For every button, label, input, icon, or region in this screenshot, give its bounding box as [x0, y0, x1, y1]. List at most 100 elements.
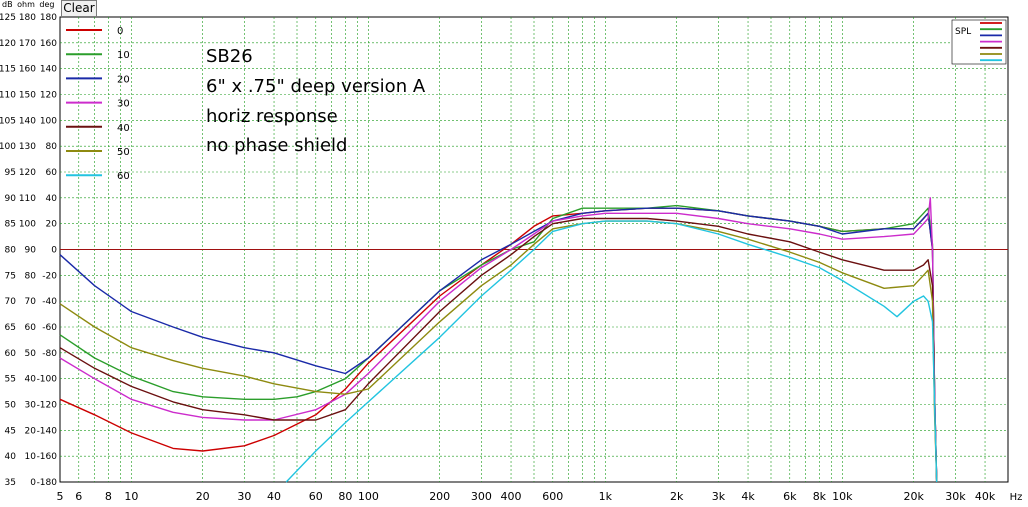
y-tick-label-deg: 140	[40, 65, 57, 75]
y-tick-label-db: 50	[5, 401, 17, 411]
y-tick-label-db: 70	[5, 297, 17, 307]
y-tick-label-db: 55	[5, 375, 16, 385]
x-tick-label: 3k	[712, 490, 726, 503]
y-tick-label-ohm: 20	[25, 426, 37, 436]
y-tick-label-ohm: 40	[25, 375, 37, 385]
y-tick-label-db: 125	[0, 13, 16, 23]
series-line-10	[59, 204, 938, 483]
x-tick-label: 6k	[783, 490, 797, 503]
y-tick-label-deg: -140	[37, 426, 58, 436]
x-tick-label: 40k	[975, 490, 996, 503]
x-tick-label: 200	[429, 490, 450, 503]
x-tick-label: 20k	[904, 490, 925, 503]
series-curves	[59, 197, 938, 483]
x-tick-label: 100	[358, 490, 379, 503]
annotation-title: SB26	[206, 46, 253, 67]
y-tick-label-db: 110	[0, 91, 16, 101]
x-tick-label: 2k	[670, 490, 684, 503]
y-tick-label-ohm: 60	[25, 323, 37, 333]
legend-label-50: 50	[117, 147, 130, 158]
legend-label-30: 30	[117, 99, 130, 110]
y-tick-label-deg: 20	[46, 220, 58, 230]
y-tick-label-ohm: 160	[19, 65, 36, 75]
units-header: dB ohm deg	[2, 0, 55, 9]
x-tick-label: 20	[196, 490, 210, 503]
y-tick-label-deg: 100	[40, 116, 57, 126]
y-tick-label-db: 115	[0, 65, 16, 75]
series-line-40	[59, 217, 938, 483]
legend-label-20: 20	[117, 74, 130, 85]
y-tick-label-ohm: 30	[25, 401, 37, 411]
y-tick-label-deg: -60	[42, 323, 57, 333]
x-tick-label: 10	[124, 490, 138, 503]
y-tick-label-deg: -20	[42, 271, 57, 281]
y-tick-label-db: 40	[5, 452, 17, 462]
y-tick-label-ohm: 130	[19, 142, 36, 152]
x-tick-label: 5	[57, 490, 64, 503]
y-tick-label-db: 80	[5, 246, 17, 256]
annotation-version: 6" x .75" deep version A	[206, 76, 426, 97]
y-tick-label-ohm: 170	[19, 39, 36, 49]
x-tick-label: 60	[309, 490, 323, 503]
y-tick-label-db: 45	[5, 426, 16, 436]
x-tick-label: 80	[338, 490, 352, 503]
y-tick-label-db: 100	[0, 142, 16, 152]
y-tick-label-db: 35	[5, 478, 16, 488]
x-tick-label: 300	[471, 490, 492, 503]
y-tick-label-deg: 60	[46, 168, 58, 178]
legend-label-60: 60	[117, 171, 130, 182]
y-tick-label-deg: 40	[46, 194, 58, 204]
y-tick-label-deg: -80	[42, 349, 57, 359]
y-tick-label-db: 90	[5, 194, 17, 204]
y-tick-label-db: 95	[5, 168, 16, 178]
x-tick-label: 30	[237, 490, 251, 503]
y-tick-label-deg: -180	[37, 478, 58, 488]
x-tick-label: 4k	[741, 490, 755, 503]
x-axis-labels: 5 6 8 10 20 30 40 60 80 100 200 300 400 600 1k 2k 3k 4k 6k…	[57, 490, 996, 503]
clear-button[interactable]: Clear	[61, 0, 97, 17]
y-tick-label-ohm: 150	[19, 91, 36, 101]
y-tick-label-ohm: 180	[19, 13, 36, 23]
y-tick-label-deg: 160	[40, 39, 57, 49]
x-tick-label: 8k	[813, 490, 827, 503]
y-tick-label-deg: 180	[40, 13, 57, 23]
y-tick-label-deg: -120	[37, 401, 58, 411]
spl-legend-label: SPL	[955, 27, 971, 37]
y-tick-label-ohm: 50	[25, 349, 37, 359]
y-tick-label-ohm: 70	[25, 297, 37, 307]
series-line-30	[59, 197, 938, 483]
y-tick-label-db: 105	[0, 116, 16, 126]
x-tick-label: 1k	[599, 490, 613, 503]
x-tick-label: 6	[75, 490, 82, 503]
y-tick-label-ohm: 140	[19, 116, 36, 126]
y-tick-label-db: 65	[5, 323, 16, 333]
y-tick-label-db: 120	[0, 39, 16, 49]
y-tick-label-db: 60	[5, 349, 17, 359]
y-tick-label-deg: -100	[37, 375, 58, 385]
annotation-shield: no phase shield	[206, 135, 348, 156]
annotation-response: horiz response	[206, 106, 338, 127]
y-tick-label-ohm: 10	[25, 452, 37, 462]
legend-label-10: 10	[117, 50, 130, 61]
y-tick-label-deg: 0	[51, 246, 57, 256]
series-legend: 0 10 20 30 40 50 60	[66, 26, 130, 182]
y-tick-label-ohm: 100	[19, 220, 36, 230]
x-tick-label: 600	[542, 490, 563, 503]
y-tick-label-db: 85	[5, 220, 16, 230]
x-tick-label: 8	[105, 490, 112, 503]
x-tick-label: 40	[267, 490, 281, 503]
x-tick-label: 400	[501, 490, 522, 503]
legend-label-40: 40	[117, 123, 130, 134]
y-tick-label-ohm: 0	[30, 478, 36, 488]
spl-legend: SPL	[951, 19, 1007, 65]
y-tick-label-deg: -40	[42, 297, 57, 307]
series-line-20	[59, 207, 938, 483]
x-tick-label: 30k	[945, 490, 966, 503]
x-unit-label: Hz	[1010, 492, 1023, 503]
y-tick-label-ohm: 80	[25, 271, 37, 281]
y-tick-label-db: 75	[5, 271, 16, 281]
y-tick-label-ohm: 90	[25, 246, 37, 256]
